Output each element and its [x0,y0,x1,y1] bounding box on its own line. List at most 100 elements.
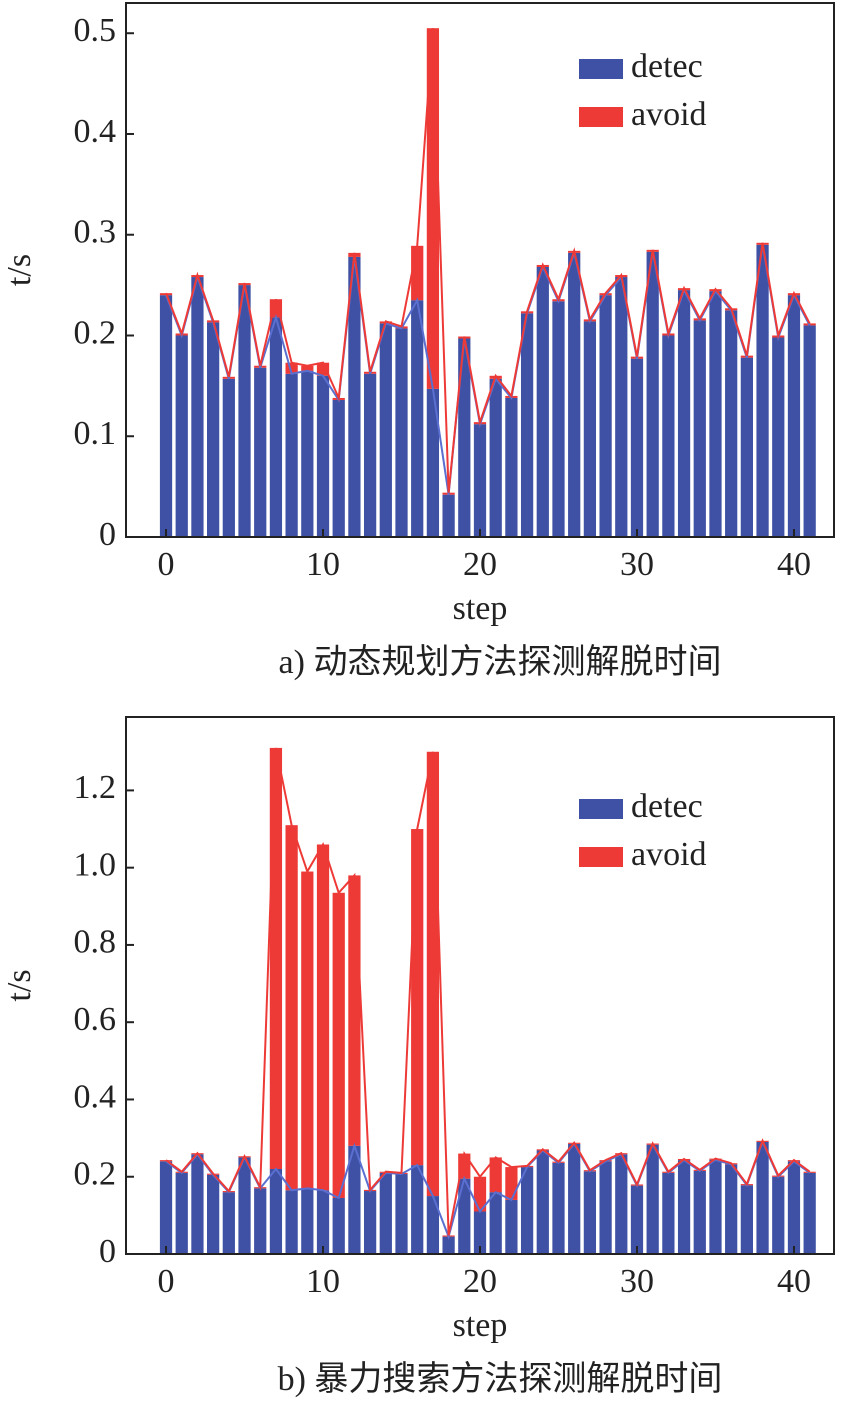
series-line [165,28,811,493]
bar [348,875,361,1146]
bar [693,320,706,537]
bar [630,1185,644,1254]
bar [332,892,345,1198]
bar [285,362,298,374]
bar [426,751,440,1197]
x-axis-label: step [453,590,508,627]
bar [301,871,314,1189]
legend-label: avoid [631,836,707,873]
bar [505,397,518,537]
y-tick-label: 0 [99,516,116,553]
y-tick-label: 0.1 [74,415,117,452]
bar [207,1174,220,1254]
bar [693,1170,706,1254]
bar [583,1171,597,1254]
bar [379,1172,392,1254]
bar [285,373,298,537]
y-tick-label: 0.8 [74,924,117,961]
bar [787,295,801,537]
bar [269,317,283,537]
y-tick-label: 1.2 [74,769,117,806]
bar [568,1143,581,1254]
bar [254,367,267,537]
bar [175,335,188,537]
bar [615,277,628,537]
bar [175,1172,188,1254]
bar [725,310,738,537]
bar [207,322,220,537]
x-tick-label: 10 [306,1263,340,1300]
bar [411,1165,424,1254]
bar [301,365,314,371]
bar [520,1167,534,1254]
bar [191,1154,204,1254]
y-axis-label: t/s [1,254,38,286]
y-tick-label: 0.4 [74,1078,117,1115]
bar [363,1191,377,1254]
y-tick-label: 1.0 [74,846,117,883]
y-tick-label: 0.3 [74,214,117,251]
bar [489,378,502,537]
bar [395,328,408,537]
bar [756,1141,769,1254]
bar [332,399,345,537]
bar [505,1167,518,1200]
bar [301,370,314,537]
bar [756,244,769,537]
legend-label: detec [631,48,703,85]
bar [159,295,173,537]
x-tick-label: 20 [463,546,497,583]
bar [348,1145,361,1254]
bar [316,362,330,376]
x-tick-label: 0 [158,546,175,583]
y-tick-label: 0 [99,1233,116,1270]
bar [426,388,440,537]
y-tick-label: 0.4 [74,113,117,150]
bar [552,1162,565,1254]
y-tick-label: 0.2 [74,314,117,351]
bar [803,325,816,537]
series-line [165,747,811,1236]
x-tick-label: 30 [620,546,654,583]
bar [709,1159,722,1254]
x-tick-label: 30 [620,1263,654,1300]
x-tick-label: 20 [463,1263,497,1300]
bar [646,1144,659,1254]
bar [662,335,675,537]
bar [473,1211,487,1254]
bar [520,313,534,537]
bar [536,266,549,537]
x-tick-label: 40 [777,1263,811,1300]
bar [787,1161,801,1254]
bar [363,373,377,537]
x-axis-label: step [453,1307,508,1344]
bar [395,1174,408,1254]
bar [458,338,471,537]
bar [411,829,424,1166]
bar [222,378,235,537]
y-tick-label: 0.2 [74,1156,117,1193]
x-tick-label: 10 [306,546,340,583]
bar [159,1161,173,1254]
bar [269,1169,283,1254]
legend-swatch [579,799,623,819]
bar [772,337,785,537]
bar [599,295,612,537]
bar [238,1157,251,1254]
bar [677,290,691,537]
bar [740,1185,753,1254]
bar [316,375,330,537]
bar [740,357,753,537]
y-axis-label: t/s [1,969,38,1001]
legend-label: detec [631,788,703,825]
bar [677,1160,691,1254]
bar [348,256,361,537]
bar [489,1192,502,1254]
bar [301,1188,314,1254]
bar [442,1236,455,1254]
bar [238,285,251,537]
y-tick-label: 0.5 [74,12,117,49]
bar [725,1164,738,1254]
bar [599,1161,612,1254]
bar [709,291,722,537]
